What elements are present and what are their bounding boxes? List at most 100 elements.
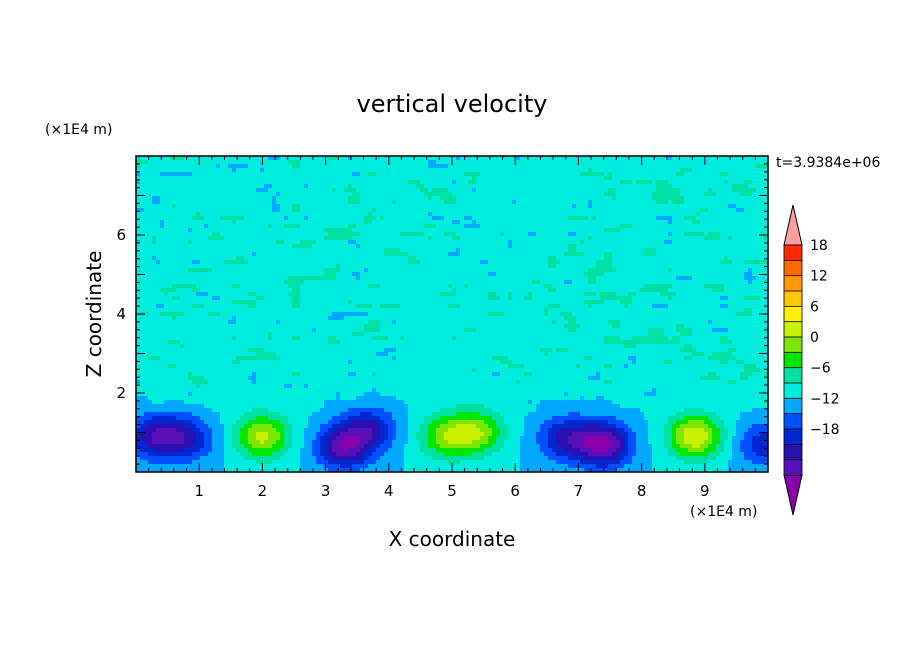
contour-cell: [176, 224, 181, 229]
contour-cell: [704, 200, 709, 205]
contour-cell: [600, 220, 605, 225]
contour-cell: [152, 212, 157, 217]
contour-cell: [756, 252, 761, 257]
contour-cell: [736, 212, 741, 217]
contour-cell: [372, 208, 377, 213]
contour-cell: [624, 208, 629, 213]
contour-cell: [660, 276, 665, 281]
contour-cell: [504, 252, 509, 257]
contour-cell: [444, 200, 449, 205]
contour-cell: [380, 192, 385, 197]
contour-cell: [512, 216, 517, 221]
contour-cell: [316, 204, 321, 209]
contour-cell: [272, 220, 277, 225]
contour-cell: [136, 240, 141, 245]
contour-cell: [648, 208, 653, 213]
contour-cell: [668, 168, 673, 173]
contour-cell: [472, 160, 477, 165]
contour-cell: [268, 264, 273, 269]
contour-cell: [292, 176, 297, 181]
contour-cell: [292, 264, 297, 269]
contour-cell: [588, 168, 593, 173]
contour-cell: [172, 256, 177, 261]
contour-cell: [196, 164, 201, 169]
contour-cell: [228, 252, 233, 257]
contour-cell: [348, 220, 353, 225]
contour-cell: [632, 204, 637, 209]
contour-cell: [336, 168, 341, 173]
contour-cell: [164, 264, 169, 269]
contour-cell: [176, 264, 181, 269]
contour-cell: [396, 256, 401, 261]
contour-cell: [524, 252, 529, 257]
contour-cell: [672, 236, 677, 241]
contour-cell: [636, 244, 641, 249]
contour-cell: [436, 272, 441, 277]
contour-cell: [256, 172, 261, 177]
contour-cell: [624, 188, 629, 193]
contour-cell: [440, 204, 445, 209]
contour-cell: [188, 196, 193, 201]
contour-cell: [328, 264, 333, 269]
contour-cell: [252, 156, 257, 161]
contour-cell: [196, 272, 201, 277]
contour-cell: [168, 192, 173, 197]
contour-cell: [224, 220, 229, 225]
contour-cell: [668, 188, 673, 193]
contour-cell: [584, 192, 589, 197]
contour-cell: [232, 176, 237, 181]
contour-cell: [692, 172, 697, 177]
contour-cell: [300, 180, 305, 185]
contour-cell: [680, 216, 685, 221]
contour-cell: [144, 200, 149, 205]
contour-cell: [680, 164, 685, 169]
contour-cell: [712, 276, 717, 281]
contour-cell: [296, 212, 301, 217]
contour-cell: [136, 196, 141, 201]
contour-cell: [420, 244, 425, 249]
contour-cell: [632, 160, 637, 165]
contour-cell: [748, 276, 753, 281]
contour-cell: [656, 264, 661, 269]
contour-cell: [732, 160, 737, 165]
contour-cell: [604, 156, 609, 161]
contour-cell: [408, 196, 413, 201]
contour-cell: [252, 280, 257, 285]
contour-cell: [708, 172, 713, 177]
contour-cell: [468, 156, 473, 161]
contour-cell: [220, 272, 225, 277]
contour-cell: [332, 160, 337, 165]
contour-cell: [500, 236, 505, 241]
contour-cell: [456, 216, 461, 221]
contour-cell: [732, 208, 737, 213]
contour-cell: [572, 272, 577, 277]
contour-cell: [240, 260, 245, 265]
contour-cell: [304, 228, 309, 233]
contour-cell: [560, 256, 565, 261]
contour-cell: [412, 264, 417, 269]
contour-cell: [624, 164, 629, 169]
contour-cell: [328, 244, 333, 249]
contour-cell: [156, 244, 161, 249]
contour-cell: [176, 280, 181, 285]
contour-cell: [348, 272, 353, 277]
contour-cell: [504, 224, 509, 229]
contour-cell: [744, 268, 749, 273]
contour-cell: [624, 172, 629, 177]
contour-cell: [476, 232, 481, 237]
contour-cell: [216, 224, 221, 229]
contour-cell: [320, 208, 325, 213]
contour-cell: [596, 164, 601, 169]
contour-cell: [680, 224, 685, 229]
contour-cell: [628, 172, 633, 177]
contour-cell: [592, 276, 597, 281]
contour-cell: [624, 212, 629, 217]
contour-cell: [264, 180, 269, 185]
contour-cell: [628, 164, 633, 169]
contour-cell: [180, 248, 185, 253]
contour-cell: [404, 200, 409, 205]
contour-cell: [728, 212, 733, 217]
contour-cell: [136, 268, 141, 273]
contour-cell: [228, 248, 233, 253]
contour-cell: [288, 156, 293, 161]
